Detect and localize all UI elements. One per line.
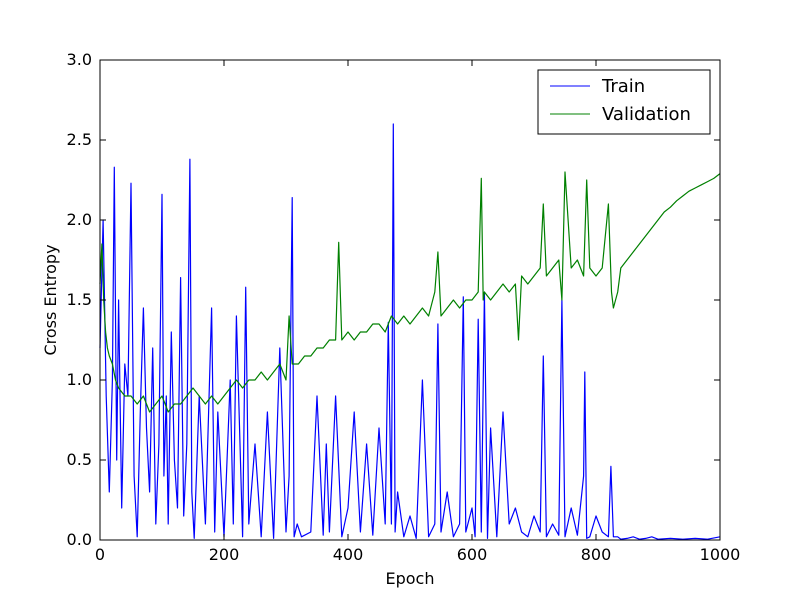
legend-label-validation: Validation <box>602 104 691 125</box>
y-tick-label: 0.0 <box>67 530 92 549</box>
legend: Train Validation <box>537 69 711 135</box>
x-tick-label: 0 <box>95 545 105 564</box>
y-axis: 0.0 0.5 1.0 1.5 2.0 2.5 3.0 <box>67 50 720 549</box>
y-tick-label: 1.0 <box>67 370 92 389</box>
series-line-train <box>99 123 721 540</box>
x-tick-label: 200 <box>209 545 240 564</box>
x-tick-label: 600 <box>457 545 488 564</box>
plot-lines <box>99 123 721 540</box>
y-tick-label: 2.0 <box>67 210 92 229</box>
x-tick-label: 400 <box>333 545 364 564</box>
x-tick-label: 800 <box>581 545 612 564</box>
legend-label-train: Train <box>601 76 645 97</box>
x-tick-label: 1000 <box>700 545 741 564</box>
y-tick-label: 0.5 <box>67 450 92 469</box>
x-axis-label: Epoch <box>386 569 435 588</box>
y-tick-label: 2.5 <box>67 130 92 149</box>
y-tick-label: 3.0 <box>67 50 92 69</box>
y-tick-label: 1.5 <box>67 290 92 309</box>
legend-box <box>537 69 711 135</box>
y-axis-label: Cross Entropy <box>41 244 60 355</box>
x-axis: 0 200 400 600 800 1000 <box>95 60 740 564</box>
series-line-validation <box>99 171 721 413</box>
